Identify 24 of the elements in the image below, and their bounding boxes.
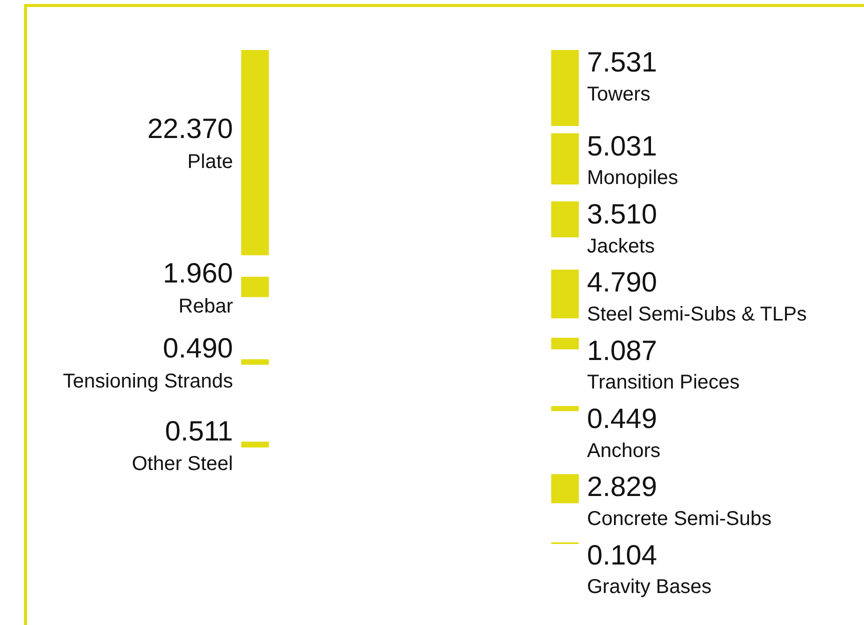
data-label: 5.031	[587, 130, 658, 162]
category-label: Other Steel	[132, 453, 233, 476]
data-label: 0.511	[165, 415, 233, 446]
category-label: Concrete Semi-Subs	[587, 508, 772, 530]
data-label: 0.104	[587, 539, 658, 570]
category-label: Towers	[587, 84, 650, 106]
category-label: Rebar	[178, 295, 234, 318]
category-label: Gravity Bases	[587, 576, 712, 598]
data-label: 4.790	[587, 266, 658, 298]
category-label: Tensioning Strands	[62, 370, 233, 393]
category-label: Monopiles	[587, 167, 678, 190]
data-label: 0.490	[162, 332, 233, 364]
category-label: Plate	[187, 151, 233, 174]
data-label: 1.087	[587, 334, 658, 366]
data-label: 7.531	[587, 46, 658, 78]
category-label: Transition Pieces	[587, 372, 740, 394]
category-label: Steel Semi-Subs & TLPs	[587, 303, 807, 326]
category-label: Anchors	[587, 440, 660, 462]
data-label: 3.510	[587, 198, 658, 230]
data-label: 2.829	[587, 471, 658, 502]
data-label: 1.960	[162, 258, 233, 289]
data-label: 22.370	[147, 113, 233, 144]
category-label: Jackets	[587, 235, 655, 258]
data-label: 0.449	[587, 403, 658, 434]
